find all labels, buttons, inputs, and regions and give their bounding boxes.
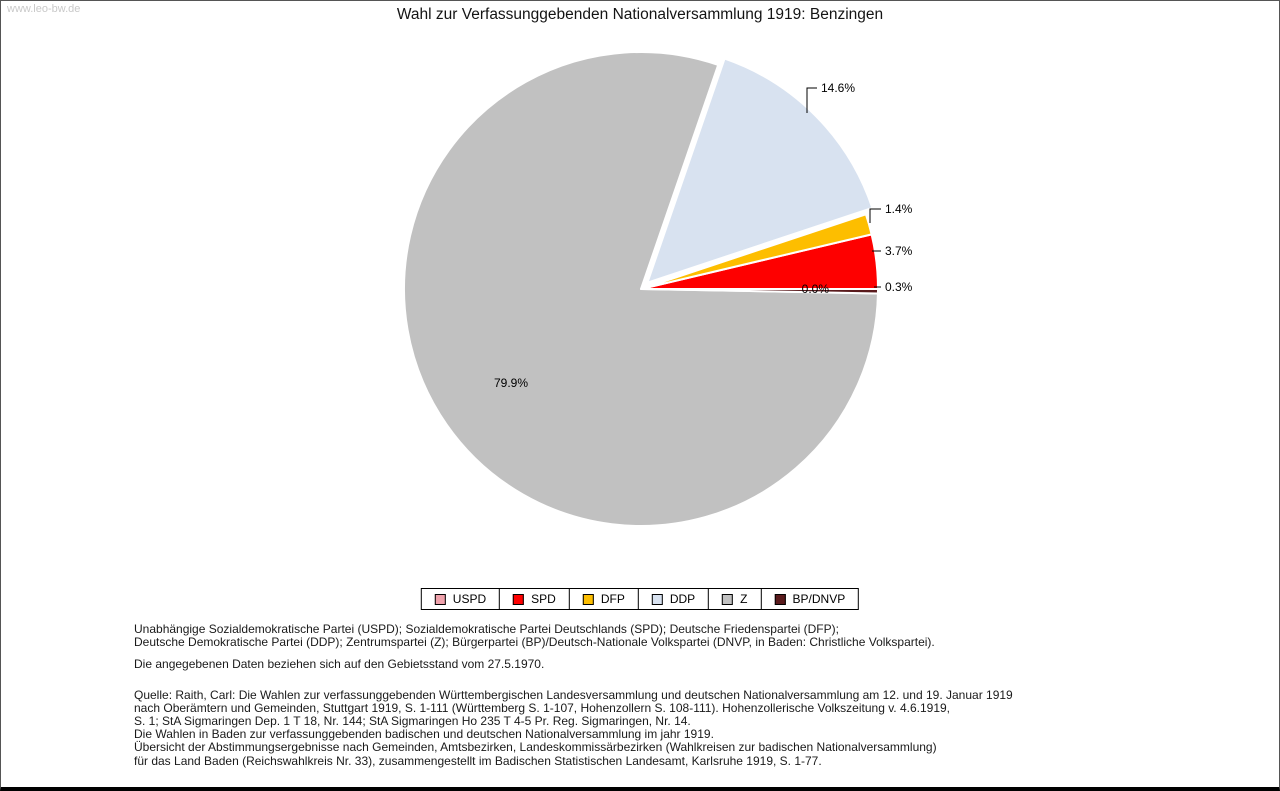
legend-label-dfp: DFP: [600, 592, 625, 606]
pie-label-z: 79.9%: [494, 376, 528, 390]
legend-item-ddp: DDP: [637, 589, 708, 609]
pie-label-uspd: 0.0%: [802, 282, 830, 296]
legend-swatch-dfp: [582, 593, 594, 605]
pie-slice-bp-dnvp: [640, 288, 880, 295]
footer-paragraph-2: Quelle: Raith, Carl: Die Wahlen zur verf…: [134, 687, 1259, 768]
footer-line: Unabhängige Sozialdemokratische Partei (…: [134, 622, 839, 636]
legend-item-dfp: DFP: [568, 589, 638, 609]
legend-swatch-bp-dnvp: [774, 593, 786, 605]
footer-notes: Unabhängige Sozialdemokratische Partei (…: [134, 622, 1259, 777]
footer-line: Quelle: Raith, Carl: Die Wahlen zur verf…: [134, 687, 1013, 702]
legend-swatch-ddp: [651, 593, 663, 605]
label-leader-dfp: [869, 208, 881, 223]
legend-item-z: Z: [708, 589, 760, 609]
pie-label-spd: 3.7%: [885, 244, 913, 258]
pie-slice-dfp: [640, 213, 873, 290]
footer-paragraph-0: Unabhängige Sozialdemokratische Partei (…: [134, 622, 1259, 650]
footer-paragraph-1: Die angegebenen Daten beziehen sich auf …: [134, 658, 1259, 671]
legend-label-bp-dnvp: BP/DNVP: [792, 592, 846, 606]
pie-slice-ddp: [646, 57, 874, 284]
legend-swatch-spd: [513, 593, 525, 605]
legend-item-spd: SPD: [499, 589, 569, 609]
chart-title: Wahl zur Verfassunggebenden Nationalvers…: [396, 6, 884, 23]
watermark: www.leo-bw.de: [7, 3, 81, 15]
footer-line: Die angegebenen Daten beziehen sich auf …: [134, 657, 545, 672]
footer-line: Die Wahlen in Baden zur verfassunggebend…: [134, 727, 714, 742]
pie-label-ddp: 14.6%: [821, 81, 855, 95]
pie-label-dfp: 1.4%: [885, 202, 913, 216]
legend-label-uspd: USPD: [452, 592, 487, 606]
footer-line: S. 1; StA Sigmaringen Dep. 1 T 18, Nr. 1…: [134, 714, 691, 729]
label-leader-ddp: [806, 87, 817, 113]
legend-label-spd: SPD: [531, 592, 556, 606]
footer-line: nach Oberämtern und Gemeinden, Stuttgart…: [134, 700, 951, 715]
legend-swatch-z: [722, 593, 734, 605]
legend-item-uspd: USPD: [422, 589, 499, 609]
legend-item-bp-dnvp: BP/DNVP: [760, 589, 859, 609]
legend-label-z: Z: [740, 592, 748, 606]
footer-line: Deutsche Demokratische Partei (DDP); Zen…: [134, 635, 935, 650]
legend: USPD SPD DFP DDP Z BP/DNVP: [420, 588, 860, 610]
legend-label-ddp: DDP: [669, 592, 696, 606]
footer-line: für das Land Baden (Reichswahlkreis Nr. …: [134, 753, 822, 768]
legend-swatch-uspd: [434, 593, 446, 605]
pie-label-bp-dnvp: 0.3%: [885, 280, 913, 294]
footer-line: Übersicht der Abstimmungsergebnisse nach…: [134, 740, 937, 755]
